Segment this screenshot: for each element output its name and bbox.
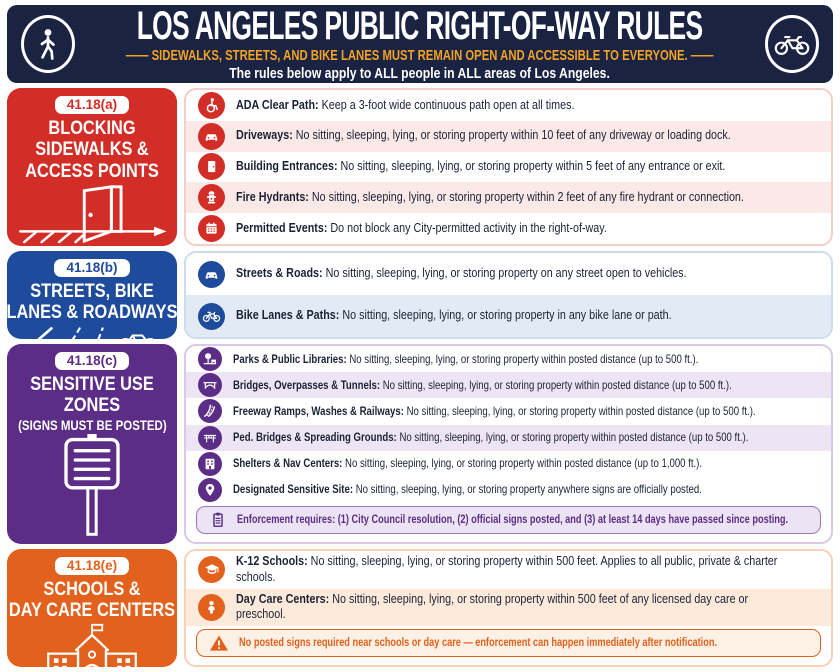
child-icon <box>198 593 225 621</box>
rule-text: No sitting, sleeping, lying, or storing … <box>349 351 699 366</box>
rule-text: No sitting, sleeping, lying, or storing … <box>236 554 778 584</box>
section-d-rules: K-12 Schools: No sitting, sleeping, lyin… <box>184 549 833 667</box>
section-b-rules: Streets & Roads: No sitting, sleeping, l… <box>184 251 833 339</box>
rule-label: Bridges, Overpasses & Tunnels: <box>233 377 381 392</box>
code-badge: 41.18(b) <box>54 259 130 277</box>
wheelchair-icon <box>198 91 225 119</box>
poster-header: LOS ANGELES PUBLIC RIGHT-OF-WAY RULES ——… <box>7 5 833 83</box>
section-sensitive-use-zones: 41.18(c) SENSITIVE USE ZONES (SIGNS MUST… <box>7 344 833 544</box>
rule-row: Day Care Centers: No sitting, sleeping, … <box>186 588 831 626</box>
rule-label: ADA Clear Path: <box>236 97 319 112</box>
rule-row: Shelters & Nav Centers: No sitting, slee… <box>186 451 831 477</box>
section-blocking-sidewalks: 41.18(a) BLOCKING SIDEWALKS & ACCESS POI… <box>7 88 833 246</box>
rule-label: Designated Sensitive Site: <box>233 482 354 497</box>
schools-warning-text: No posted signs required near schools or… <box>239 637 718 649</box>
rule-text: Keep a 3-foot wide continuous path open … <box>321 97 575 112</box>
rule-text: No sitting, sleeping, lying, or storing … <box>236 591 749 622</box>
pedestrian-icon <box>21 15 75 73</box>
car-icon <box>198 122 225 150</box>
park-icon <box>198 347 222 372</box>
rule-row: K-12 Schools: No sitting, sleeping, lyin… <box>186 551 831 589</box>
map-pin-icon <box>198 477 222 502</box>
rule-text: No sitting, sleeping, lying, or storing … <box>295 128 731 143</box>
section-streets-bike-lanes: 41.18(b) STREETS, BIKE LANES & ROADWAYS … <box>7 251 833 339</box>
section-c-subtitle: (SIGNS MUST BE POSTED) <box>17 417 167 433</box>
section-b-title: STREETS, BIKE LANES & ROADWAYS <box>7 281 177 324</box>
rule-text: No sitting, sleeping, lying, or storing … <box>399 430 749 445</box>
rule-row: Bike Lanes & Paths: No sitting, sleeping… <box>186 295 831 337</box>
section-c-rules: Parks & Public Libraries: No sitting, sl… <box>184 344 833 544</box>
rule-text: No sitting, sleeping, lying, or storing … <box>345 456 703 471</box>
rule-row: Freeway Ramps, Washes & Railways: No sit… <box>186 398 831 424</box>
rule-label: Shelters & Nav Centers: <box>233 456 343 471</box>
rule-text: No sitting, sleeping, lying, or storing … <box>406 403 756 418</box>
rule-label: Freeway Ramps, Washes & Railways: <box>233 403 404 418</box>
rule-row: Building Entrances: No sitting, sleeping… <box>186 152 831 183</box>
open-door-illustration <box>12 182 172 244</box>
rule-text: No sitting, sleeping, lying, or storing … <box>340 159 726 174</box>
rule-text: Do not block any City-permitted activity… <box>330 220 607 235</box>
rule-label: Ped. Bridges & Spreading Grounds: <box>233 430 397 445</box>
rule-label: Permitted Events: <box>236 220 328 235</box>
section-c-title: SENSITIVE USE ZONES <box>30 374 154 417</box>
rule-text: No sitting, sleeping, lying, or storing … <box>311 189 744 204</box>
graduation-cap-icon <box>198 556 225 584</box>
rule-row: ADA Clear Path: Keep a 3-foot wide conti… <box>186 90 831 121</box>
code-badge: 41.18(a) <box>54 96 130 114</box>
ped-bridge-icon <box>198 425 222 450</box>
bicycle-icon <box>765 15 819 73</box>
rule-row: Ped. Bridges & Spreading Grounds: No sit… <box>186 424 831 451</box>
section-b-panel: 41.18(b) STREETS, BIKE LANES & ROADWAYS <box>7 251 177 339</box>
rule-label: Bike Lanes & Paths: <box>236 308 340 323</box>
poster-note: The rules below apply to ALL people in A… <box>229 65 611 82</box>
rule-text: No sitting, sleeping, lying, or storing … <box>355 482 702 497</box>
rule-row: Permitted Events: Do not block any City-… <box>186 213 831 244</box>
shelter-building-icon <box>198 451 222 476</box>
road-lanes-illustration <box>14 324 170 339</box>
rule-text: No sitting, sleeping, lying, or storing … <box>382 377 732 392</box>
rule-label: Fire Hydrants: <box>236 189 309 204</box>
header-text-block: LOS ANGELES PUBLIC RIGHT-OF-WAY RULES ——… <box>83 6 757 82</box>
rule-text: No sitting, sleeping, lying, or storing … <box>325 266 687 281</box>
rule-row: Bridges, Overpasses & Tunnels: No sittin… <box>186 372 831 399</box>
calendar-icon <box>198 215 225 243</box>
clipboard-icon <box>209 511 227 529</box>
code-badge: 41.18(c) <box>54 352 130 370</box>
rule-label: Parks & Public Libraries: <box>233 351 347 366</box>
section-d-panel: 41.18(e) SCHOOLS & DAY CARE CENTERS <box>7 549 177 667</box>
code-badge: 41.18(e) <box>54 557 130 575</box>
fire-hydrant-icon <box>198 184 225 212</box>
enforcement-note-text: Enforcement requires: (1) City Council r… <box>237 514 789 527</box>
section-a-rules: ADA Clear Path: Keep a 3-foot wide conti… <box>184 88 833 246</box>
rule-text: No sitting, sleeping, lying, or storing … <box>342 308 672 323</box>
bicycle-icon <box>198 302 225 330</box>
rule-label: Driveways: <box>236 128 293 143</box>
school-building-illustration <box>17 622 167 667</box>
section-d-title: SCHOOLS & DAY CARE CENTERS <box>8 579 176 622</box>
section-c-panel: 41.18(c) SENSITIVE USE ZONES (SIGNS MUST… <box>7 344 177 544</box>
rule-row: Driveways: No sitting, sleeping, lying, … <box>186 120 831 152</box>
rule-row: Fire Hydrants: No sitting, sleeping, lyi… <box>186 182 831 214</box>
section-a-panel: 41.18(a) BLOCKING SIDEWALKS & ACCESS POI… <box>7 88 177 246</box>
posted-sign-illustration <box>12 434 172 538</box>
section-schools-day-care: 41.18(e) SCHOOLS & DAY CARE CENTERS <box>7 549 833 667</box>
freeway-ramp-icon <box>198 399 222 424</box>
poster-title: LOS ANGELES PUBLIC RIGHT-OF-WAY RULES <box>137 6 703 49</box>
rule-label: Streets & Roads: <box>236 266 323 281</box>
car-icon <box>198 260 225 288</box>
warning-triangle-icon <box>209 634 229 652</box>
rule-row: Parks & Public Libraries: No sitting, sl… <box>186 346 831 372</box>
schools-warning-note: No posted signs required near schools or… <box>196 629 821 657</box>
door-icon <box>198 153 225 181</box>
enforcement-note: Enforcement requires: (1) City Council r… <box>196 506 821 535</box>
rule-label: Building Entrances: <box>236 159 338 174</box>
section-a-title: BLOCKING SIDEWALKS & ACCESS POINTS <box>25 118 159 182</box>
bridge-icon <box>198 373 222 398</box>
poster-subtitle: —— SIDEWALKS, STREETS, AND BIKE LANES MU… <box>126 47 714 64</box>
rule-label: K-12 Schools: <box>236 554 308 569</box>
rule-label: Day Care Centers: <box>236 591 330 606</box>
rule-row: Streets & Roads: No sitting, sleeping, l… <box>186 253 831 295</box>
rule-row: Designated Sensitive Site: No sitting, s… <box>186 477 831 503</box>
